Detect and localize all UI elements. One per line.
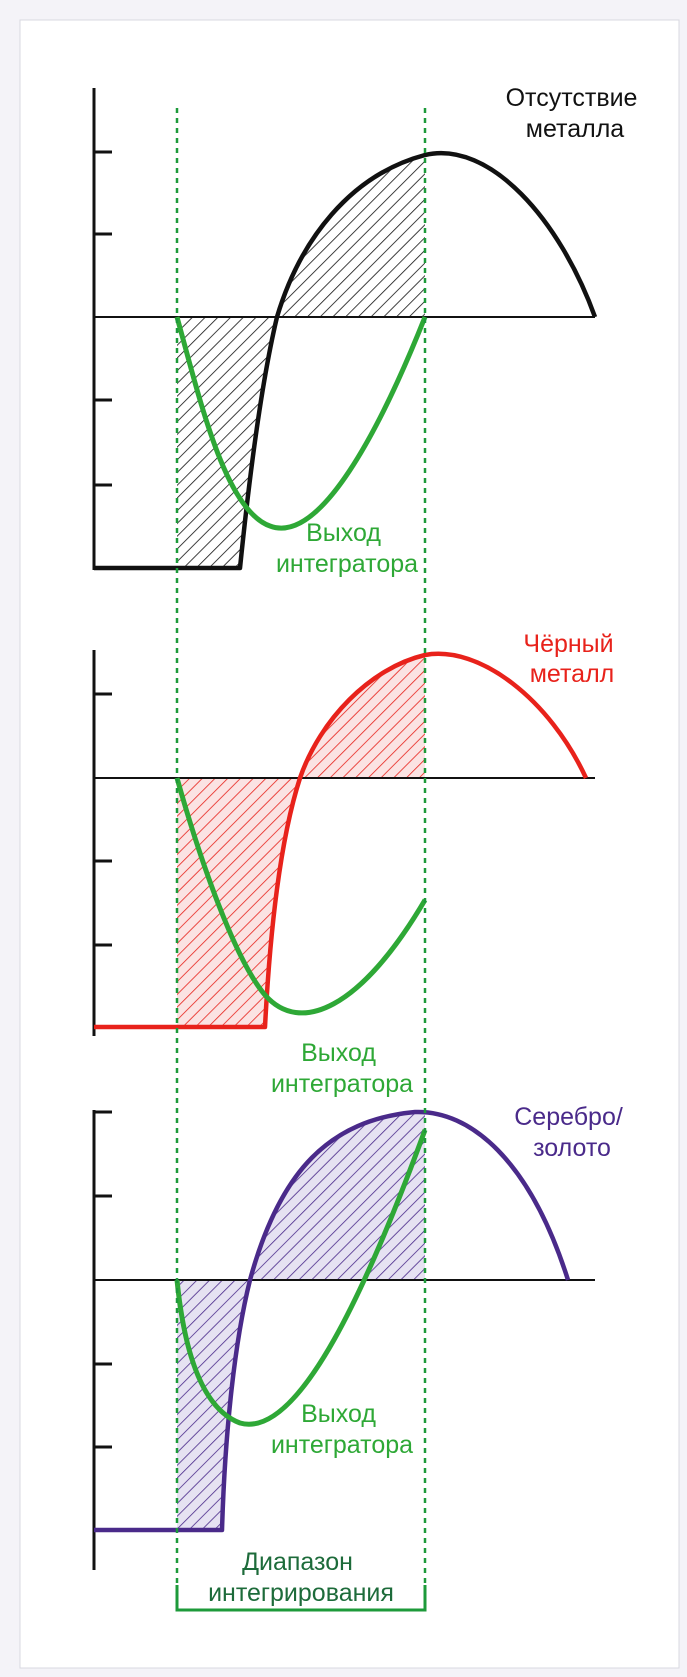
- y-axis-ticks: [94, 1110, 112, 1449]
- integration-window-guides: [175, 108, 427, 1585]
- hatched-area-positive: [300, 655, 425, 778]
- pulse-response-curve: [94, 151, 598, 571]
- integrator-output-curve: [174, 1129, 428, 1427]
- integrator-output-curve: [174, 777, 428, 1016]
- y-axis-ticks: [94, 150, 112, 487]
- pulse-response-curve: [94, 651, 589, 1030]
- integration-range-bracket: [175, 1585, 427, 1612]
- panel-label: Отсутствие металла: [506, 84, 645, 143]
- integrator-label: Выход интегратора: [271, 1039, 413, 1098]
- y-axis-ticks: [94, 692, 112, 947]
- panel-ferrous: Чёрный металл Выход интегратора: [92, 630, 620, 1098]
- integrator-label: Выход интегратора: [276, 519, 418, 578]
- panel-label: Серебро/ золото: [514, 1103, 630, 1162]
- hatched-area-negative: [177, 317, 277, 568]
- panel-label: Чёрный металл: [523, 630, 620, 688]
- integrator-output-curve: [174, 316, 428, 531]
- panel-no-metal: Отсутствие металла Выход интегратора: [92, 84, 645, 578]
- panel-silver-gold: Серебро/ золото Выход интегратора: [92, 1103, 630, 1570]
- integration-range-label: Диапазон интегрирования: [208, 1548, 394, 1607]
- pulse-response-curve: [94, 1109, 571, 1533]
- integrator-label: Выход интегратора: [271, 1400, 413, 1459]
- hatched-area-negative: [177, 778, 300, 1027]
- hatched-area-positive: [277, 155, 425, 317]
